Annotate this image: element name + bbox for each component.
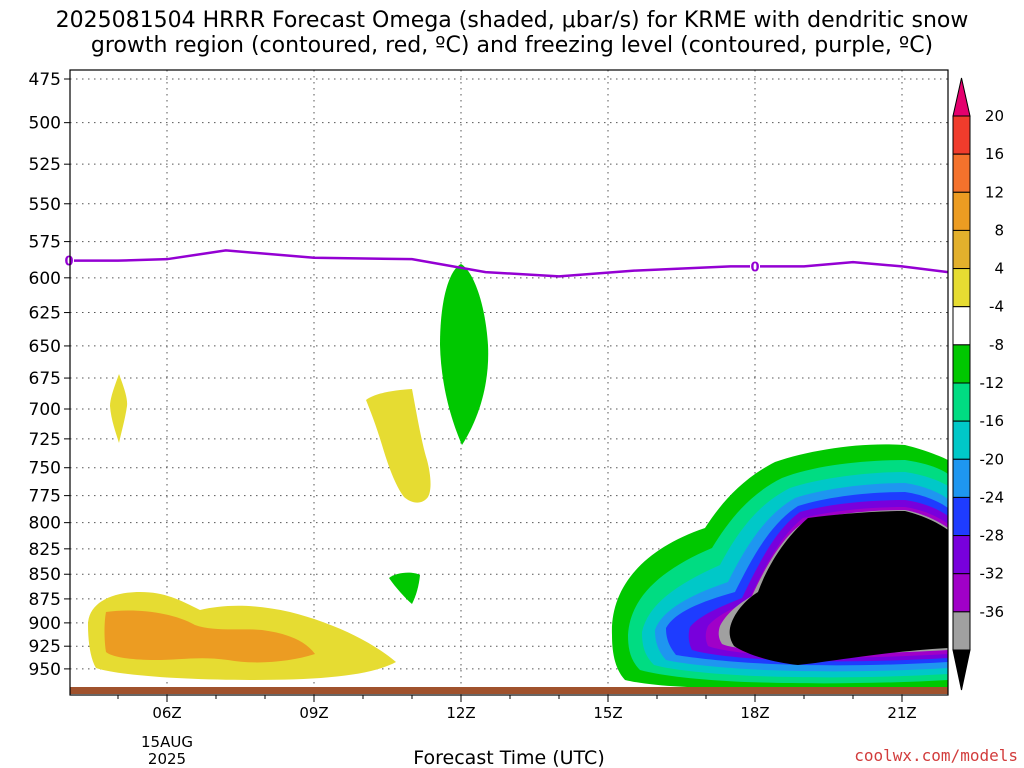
chart-title: 2025081504 HRRR Forecast Omega (shaded, … [0, 8, 1024, 58]
colorbar-band [952, 382, 971, 422]
title-line-2: growth region (contoured, red, ºC) and f… [90, 33, 934, 58]
y-tick-label: 600 [29, 269, 61, 289]
y-tick-label: 950 [29, 660, 61, 680]
colorbar-band [952, 306, 971, 346]
x-tick-label: 18Z [740, 704, 769, 722]
colorbar-band [952, 535, 971, 575]
x-axis: 06Z 09Z 12Z 15Z 18Z 21Z [117, 695, 917, 722]
omega-sinking-narrow [440, 264, 489, 445]
colorbar-band [952, 153, 971, 193]
contour-label-bg [64, 253, 74, 268]
credit-text: coolwx.com/models [854, 746, 1018, 765]
colorbar-label: -24 [980, 488, 1005, 506]
y-tick-label: 625 [29, 304, 61, 324]
y-tick-label: 500 [29, 114, 61, 134]
colorbar: 20 16 12 8 4 -4 -8 -12 -16 -20 -24 -28 -32 -36 [952, 77, 1005, 691]
y-tick-label: 800 [29, 514, 61, 534]
colorbar-band [952, 268, 971, 308]
terrain-strip [70, 687, 948, 694]
contour-label: 0 [750, 260, 759, 275]
y-tick-label: 850 [29, 565, 61, 585]
omega-rising-small-1 [110, 374, 128, 443]
title-line-1: 2025081504 HRRR Forecast Omega (shaded, … [55, 8, 969, 33]
colorbar-band [952, 458, 971, 498]
y-tick-label: 475 [29, 70, 61, 90]
colorbar-band [952, 420, 971, 460]
y-tick-label: 725 [29, 430, 61, 450]
colorbar-label: -28 [980, 527, 1005, 545]
x-axis-title: Forecast Time (UTC) [413, 747, 604, 768]
colorbar-band [952, 496, 971, 537]
omega-shading [88, 264, 948, 690]
contour-label-bg [750, 259, 760, 274]
x-tick-label: 06Z [152, 704, 181, 722]
omega-sinking-small [389, 572, 420, 604]
contour-label: 0 [64, 255, 73, 270]
y-tick-label: 900 [29, 614, 61, 634]
colorbar-label: 8 [994, 221, 1004, 239]
colorbar-label: -4 [989, 298, 1004, 316]
date-line-1: 15AUG [141, 733, 193, 751]
x-tick-label: 09Z [299, 704, 328, 722]
colorbar-band [952, 573, 971, 613]
y-tick-label: 650 [29, 337, 61, 357]
colorbar-label: -8 [989, 336, 1004, 354]
y-tick-label: 700 [29, 400, 61, 420]
colorbar-label: 4 [994, 260, 1004, 278]
colorbar-label: 16 [985, 145, 1004, 163]
y-tick-label: 925 [29, 637, 61, 657]
colorbar-top-arrow [952, 77, 971, 117]
colorbar-label: -16 [980, 412, 1005, 430]
colorbar-band [952, 115, 971, 155]
colorbar-bottom-arrow [952, 649, 971, 691]
colorbar-band [952, 191, 971, 231]
y-tick-label: 775 [29, 487, 61, 507]
plot-frame [69, 69, 949, 696]
colorbar-band [952, 229, 971, 270]
y-axis: 475 500 525 550 575 600 625 650 675 700 725 750 775 8… [29, 70, 70, 680]
y-tick-label: 525 [29, 155, 61, 175]
colorbar-label: -32 [980, 565, 1005, 583]
omega-sinking-core [729, 511, 948, 665]
y-tick-label: 875 [29, 590, 61, 610]
omega-rising-mid [366, 389, 431, 503]
y-tick-label: 825 [29, 540, 61, 560]
colorbar-label: -12 [980, 374, 1005, 392]
colorbar-label: -20 [980, 450, 1005, 468]
omega-rising-lower-core [104, 610, 315, 663]
colorbar-label: 12 [985, 183, 1004, 201]
x-tick-label: 15Z [593, 704, 622, 722]
y-tick-label: 675 [29, 369, 61, 389]
colorbar-band [952, 611, 971, 651]
colorbar-band [952, 344, 971, 384]
y-tick-label: 575 [29, 233, 61, 253]
x-tick-label: 12Z [446, 704, 475, 722]
date-line-2: 2025 [148, 750, 186, 768]
colorbar-label: -36 [980, 603, 1005, 621]
freezing-level-line [70, 249, 949, 278]
y-tick-label: 750 [29, 459, 61, 479]
x-tick-label: 21Z [887, 704, 916, 722]
colorbar-label: 20 [985, 107, 1004, 125]
y-tick-label: 550 [29, 195, 61, 215]
